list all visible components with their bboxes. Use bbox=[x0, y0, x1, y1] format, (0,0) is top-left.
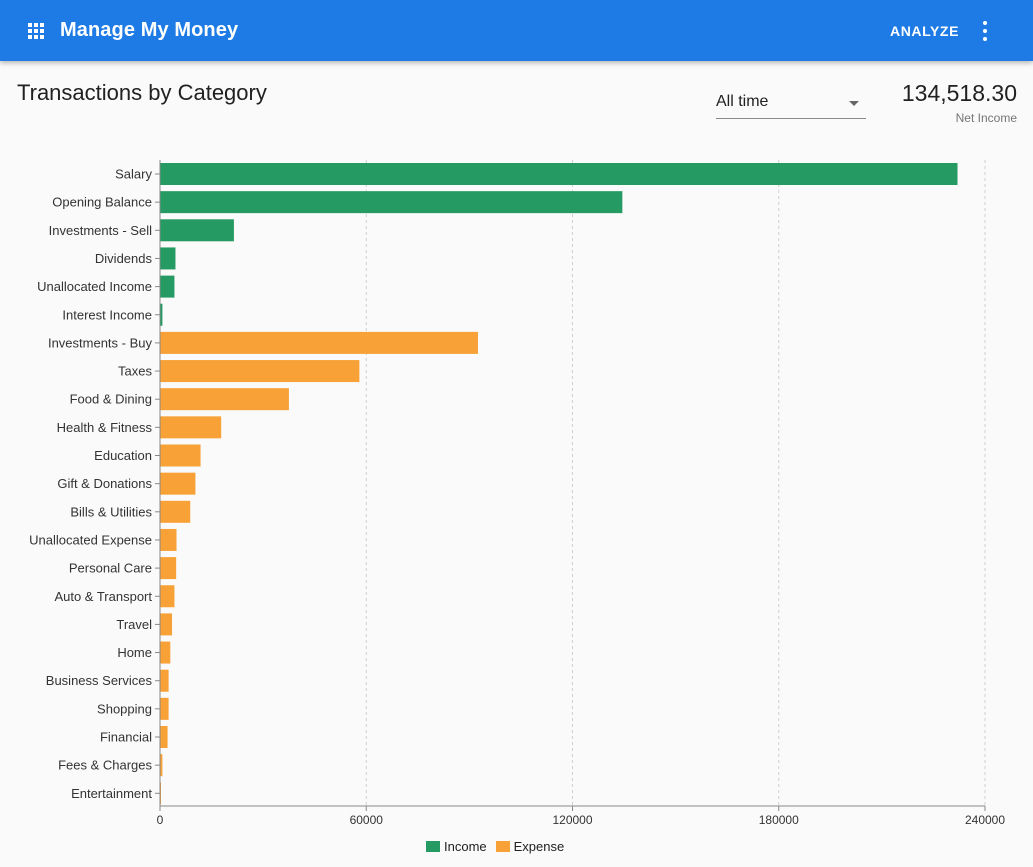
net-income-label: Net Income bbox=[955, 111, 1017, 125]
category-label: Unallocated Expense bbox=[29, 532, 152, 547]
period-select[interactable]: All time bbox=[716, 88, 866, 119]
category-bar-chart: Salary Opening Balance Investments - Sell D… bbox=[29, 160, 1005, 827]
x-tick-label: 60000 bbox=[350, 813, 384, 827]
chart-legend: Income Expense bbox=[426, 838, 573, 854]
x-tick-label: 0 bbox=[157, 813, 164, 827]
legend-swatch-income bbox=[426, 840, 440, 852]
x-tick-label: 120000 bbox=[552, 813, 592, 827]
bar-education[interactable] bbox=[160, 444, 201, 467]
legend-item-expense[interactable]: Expense bbox=[495, 838, 565, 854]
bar-opening-balance[interactable] bbox=[160, 191, 623, 214]
bar-unallocated-income[interactable] bbox=[160, 275, 175, 298]
bar-investments-buy[interactable] bbox=[160, 331, 478, 354]
category-label: Business Services bbox=[46, 673, 153, 688]
app-title: Manage My Money bbox=[60, 19, 239, 41]
category-label: Dividends bbox=[95, 251, 153, 266]
bar-fees-charges[interactable] bbox=[160, 754, 163, 777]
bar-dividends[interactable] bbox=[160, 247, 176, 270]
category-label: Salary bbox=[115, 167, 152, 182]
category-label: Education bbox=[94, 448, 152, 463]
analyze-button[interactable]: ANALYZE bbox=[890, 23, 960, 39]
legend-label-expense: Expense bbox=[513, 838, 565, 854]
legend-swatch-expense bbox=[495, 840, 510, 852]
category-label: Investments - Buy bbox=[48, 335, 153, 350]
bar-financial[interactable] bbox=[160, 726, 168, 748]
category-label: Auto & Transport bbox=[54, 589, 152, 604]
bar-bills-utilities[interactable] bbox=[160, 500, 191, 523]
category-label: Food & Dining bbox=[70, 392, 152, 407]
dropdown-arrow-icon bbox=[849, 101, 859, 106]
category-label: Travel bbox=[116, 617, 152, 632]
bar-investments-sell[interactable] bbox=[160, 219, 234, 242]
bar-unallocated-expense[interactable] bbox=[160, 528, 177, 551]
bar-auto-transport[interactable] bbox=[160, 585, 175, 608]
category-label: Home bbox=[117, 645, 152, 660]
more-vert-icon[interactable] bbox=[974, 18, 996, 44]
category-label: Fees & Charges bbox=[58, 758, 152, 773]
category-label: Shopping bbox=[97, 701, 152, 716]
category-label: Bills & Utilities bbox=[70, 504, 152, 519]
category-label: Taxes bbox=[118, 364, 152, 379]
bar-travel[interactable] bbox=[160, 613, 173, 636]
bar-health-fitness[interactable] bbox=[160, 416, 222, 439]
bar-personal-care[interactable] bbox=[160, 557, 177, 580]
category-label: Opening Balance bbox=[52, 195, 152, 210]
category-label: Financial bbox=[100, 730, 152, 745]
category-label: Personal Care bbox=[69, 561, 152, 576]
bar-business-services[interactable] bbox=[160, 669, 169, 692]
legend-item-income[interactable]: Income bbox=[426, 839, 487, 854]
bar-gift-donations[interactable] bbox=[160, 472, 196, 495]
category-label: Gift & Donations bbox=[57, 476, 152, 491]
category-label: Entertainment bbox=[71, 786, 152, 801]
period-select-value: All time bbox=[716, 93, 769, 110]
x-tick-label: 180000 bbox=[759, 813, 799, 827]
bar-shopping[interactable] bbox=[160, 697, 169, 720]
category-label: Unallocated Income bbox=[37, 279, 152, 294]
bar-salary[interactable] bbox=[160, 163, 958, 185]
category-label: Health & Fitness bbox=[57, 420, 153, 435]
apps-grid-icon[interactable] bbox=[28, 23, 44, 39]
category-label: Interest Income bbox=[62, 307, 152, 322]
bar-taxes[interactable] bbox=[160, 360, 360, 383]
category-label: Investments - Sell bbox=[49, 223, 152, 238]
x-tick-label: 240000 bbox=[965, 813, 1005, 827]
app-bar: Manage My Money ANALYZE bbox=[0, 0, 1033, 61]
bar-food-dining[interactable] bbox=[160, 388, 289, 411]
page-title: Transactions by Category bbox=[17, 80, 267, 105]
net-income-value: 134,518.30 bbox=[901, 80, 1017, 106]
bar-home[interactable] bbox=[160, 641, 171, 664]
legend-label-income: Income bbox=[444, 838, 487, 854]
bar-interest-income[interactable] bbox=[160, 303, 163, 326]
